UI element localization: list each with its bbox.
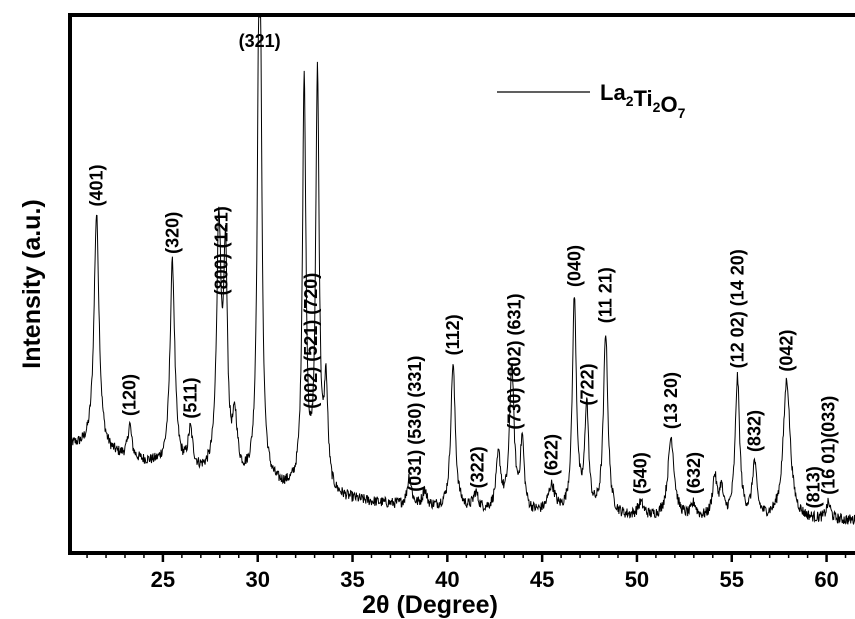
peak-label: (042) <box>777 330 797 372</box>
peak-label: (120) <box>120 374 140 416</box>
peak-label: (401) <box>87 164 107 206</box>
legend-label: La2Ti2O7 <box>600 80 686 121</box>
x-tick-label: 40 <box>435 567 459 592</box>
x-tick-label: 60 <box>814 567 838 592</box>
peak-label: (12 02) (14 20) <box>727 249 747 368</box>
peak-label: (832) <box>745 410 765 452</box>
peak-label: (031) (530) (331) <box>405 356 425 492</box>
peak-label: (11 21) <box>596 267 616 323</box>
peak-label: (16 01)(033) <box>818 396 838 495</box>
x-axis-label: 2θ (Degree) <box>362 591 498 619</box>
peak-label: (13 20) <box>661 372 681 429</box>
legend: La2Ti2O7 <box>497 80 686 121</box>
plot-frame <box>68 13 855 555</box>
peak-label: (632) <box>684 452 704 494</box>
x-tick-label: 30 <box>245 567 269 592</box>
peak-label: (800) (121) <box>212 206 232 295</box>
x-tick-label: 45 <box>530 567 554 592</box>
peak-label: (112) <box>443 314 463 355</box>
peak-label: (511) <box>180 378 200 419</box>
peak-label: (813) <box>803 466 823 508</box>
x-tick-label: 50 <box>625 567 649 592</box>
peak-label: (540) <box>631 452 651 494</box>
peak-label: (320) <box>162 212 182 254</box>
series-line-la2ti2o7 <box>69 16 855 526</box>
peak-label: (722) <box>578 364 598 406</box>
x-tick-label: 35 <box>340 567 364 592</box>
peak-label: (322) <box>468 446 488 488</box>
x-tick-label: 55 <box>720 567 744 592</box>
peak-label: (040) <box>564 245 584 287</box>
peak-labels: (321) (401) (120) (320) (511) (800) (121) (002… <box>87 31 839 508</box>
x-tick-label: 25 <box>151 567 175 592</box>
peak-label: (321) <box>239 31 281 51</box>
peak-label: (002) (521) (720) <box>301 273 321 409</box>
peak-label: (730) (802) (631) <box>505 294 525 430</box>
y-axis-label: Intensity (a.u.) <box>18 199 46 368</box>
x-ticks: 25 30 35 40 45 50 55 60 <box>86 553 847 592</box>
peak-label: (622) <box>542 434 562 476</box>
